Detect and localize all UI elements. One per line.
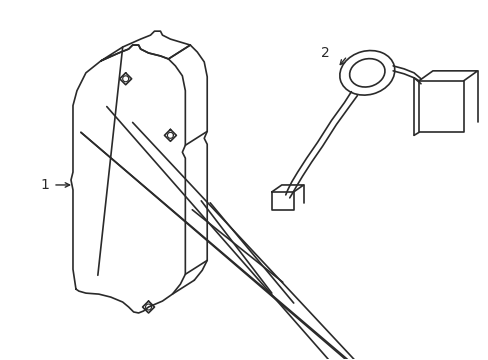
Text: 2: 2 — [320, 46, 329, 60]
Text: 1: 1 — [40, 178, 49, 192]
